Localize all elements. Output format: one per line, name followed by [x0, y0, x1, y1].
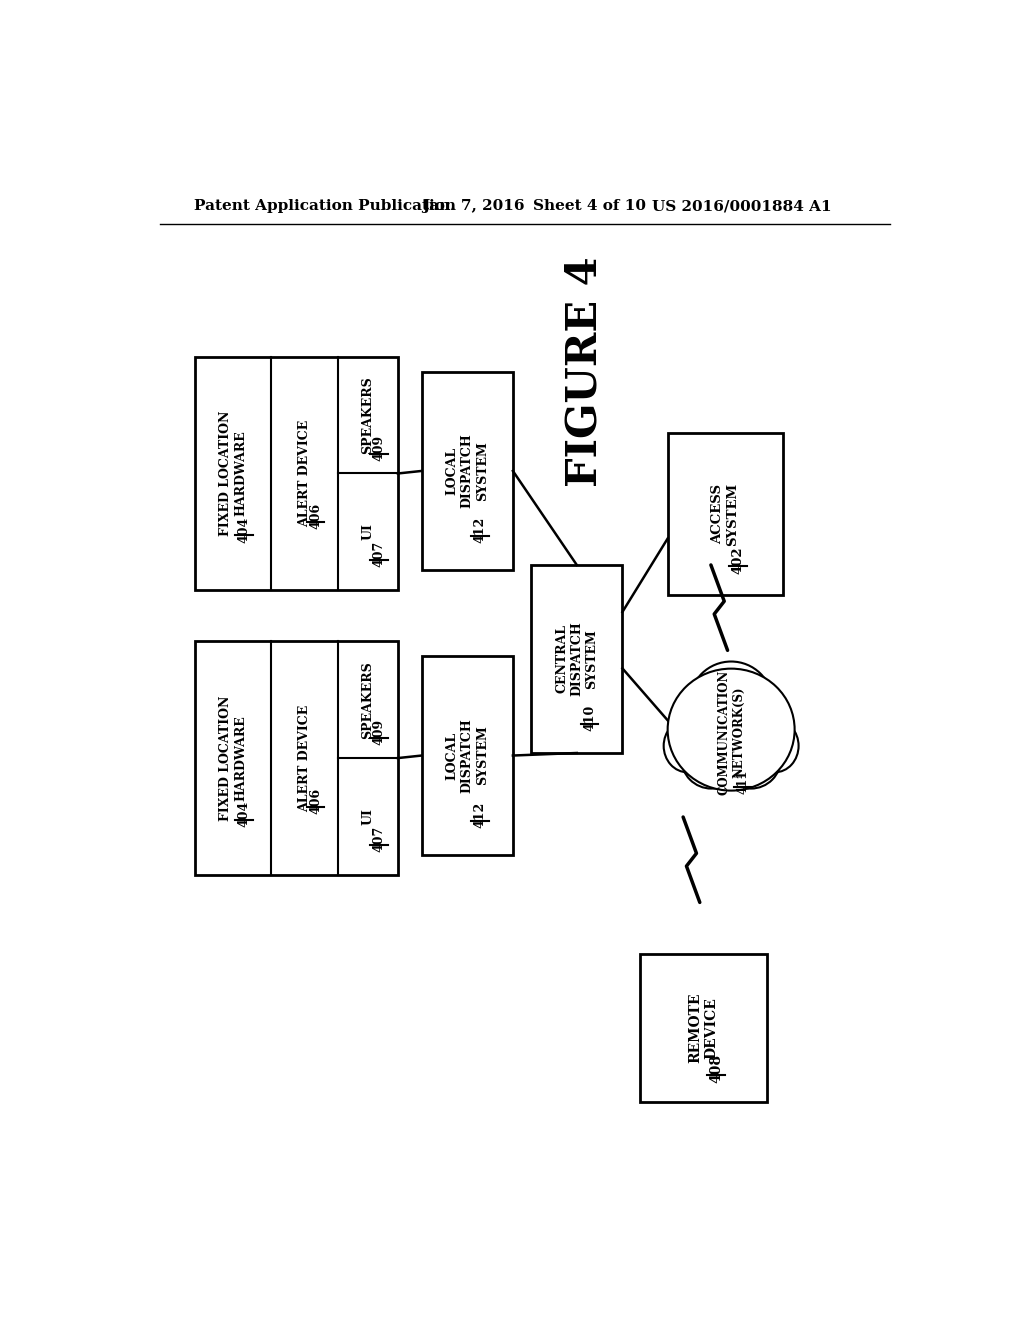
Text: UI: UI [361, 524, 375, 540]
Text: 412: 412 [473, 516, 486, 543]
Text: Sheet 4 of 10: Sheet 4 of 10 [532, 199, 646, 213]
Text: FIXED LOCATION
HARDWARE: FIXED LOCATION HARDWARE [219, 411, 247, 536]
Text: UI: UI [361, 808, 375, 825]
Text: ACCESS
SYSTEM: ACCESS SYSTEM [712, 483, 739, 545]
Bar [196, 356, 398, 590]
Bar [422, 656, 513, 854]
Text: 412: 412 [473, 801, 486, 828]
Ellipse shape [681, 727, 741, 788]
Bar [196, 642, 398, 875]
Text: 404: 404 [237, 801, 250, 828]
Bar [422, 372, 513, 570]
Text: 404: 404 [237, 516, 250, 543]
Text: SPEAKERS: SPEAKERS [361, 376, 375, 454]
Text: 408: 408 [709, 1055, 723, 1084]
Text: CENTRAL
DISPATCH
SYSTEM: CENTRAL DISPATCH SYSTEM [555, 622, 598, 697]
Text: Patent Application Publication: Patent Application Publication [194, 199, 456, 213]
Ellipse shape [721, 727, 781, 788]
Text: Jan. 7, 2016: Jan. 7, 2016 [422, 199, 524, 213]
Text: FIGURE 4: FIGURE 4 [563, 256, 605, 487]
Ellipse shape [739, 690, 790, 748]
Text: SPEAKERS: SPEAKERS [361, 661, 375, 738]
Text: ALERT DEVICE: ALERT DEVICE [298, 420, 311, 527]
Text: 409: 409 [373, 434, 386, 461]
Text: 410: 410 [583, 705, 596, 731]
Text: FIXED LOCATION
HARDWARE: FIXED LOCATION HARDWARE [219, 696, 247, 821]
Text: LOCAL
DISPATCH
SYSTEM: LOCAL DISPATCH SYSTEM [445, 718, 488, 793]
Text: 409: 409 [373, 719, 386, 746]
Text: LOCAL
DISPATCH
SYSTEM: LOCAL DISPATCH SYSTEM [445, 433, 488, 508]
Bar [668, 433, 782, 595]
Bar [531, 565, 623, 752]
Text: US 2016/0001884 A1: US 2016/0001884 A1 [652, 199, 831, 213]
Ellipse shape [673, 690, 723, 748]
Ellipse shape [664, 719, 712, 772]
Text: 411: 411 [736, 770, 750, 793]
Text: ALERT DEVICE: ALERT DEVICE [298, 705, 311, 812]
Ellipse shape [680, 692, 782, 784]
Text: 407: 407 [373, 826, 386, 851]
Text: 407: 407 [373, 541, 386, 568]
Ellipse shape [751, 719, 799, 772]
Text: COMMUNICATION
NETWORK(S): COMMUNICATION NETWORK(S) [717, 671, 745, 795]
Text: REMOTE
DEVICE: REMOTE DEVICE [688, 993, 719, 1063]
Ellipse shape [690, 661, 772, 743]
Ellipse shape [668, 669, 795, 791]
Text: 406: 406 [309, 788, 323, 814]
Text: 402: 402 [731, 546, 744, 574]
Bar [640, 954, 767, 1102]
Text: 406: 406 [309, 503, 323, 529]
